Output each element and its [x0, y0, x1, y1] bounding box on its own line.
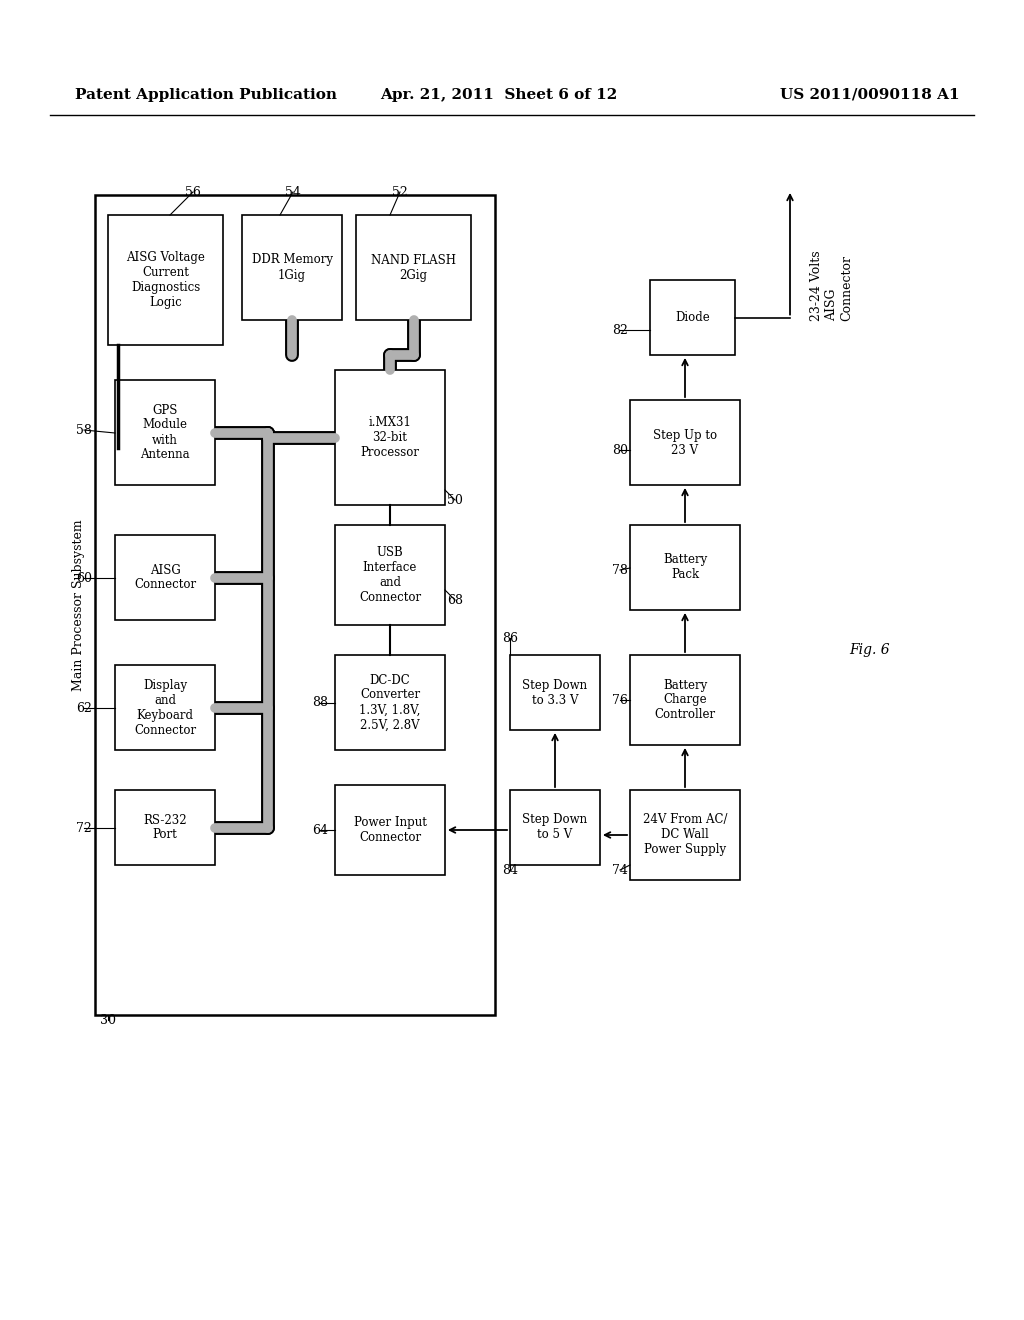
Text: 84: 84: [502, 863, 518, 876]
Text: GPS
Module
with
Antenna: GPS Module with Antenna: [140, 404, 189, 462]
Text: 86: 86: [502, 631, 518, 644]
Bar: [115, 665, 215, 750]
Bar: [115, 380, 215, 484]
Text: 56: 56: [185, 186, 201, 198]
Text: Step Down
to 3.3 V: Step Down to 3.3 V: [522, 678, 588, 706]
Text: Display
and
Keyboard
Connector: Display and Keyboard Connector: [134, 678, 196, 737]
Text: 64: 64: [312, 824, 328, 837]
Bar: [335, 525, 445, 624]
Text: i.MX31
32-bit
Processor: i.MX31 32-bit Processor: [360, 416, 420, 459]
Bar: [650, 280, 735, 355]
Text: 54: 54: [285, 186, 301, 198]
Text: Battery
Pack: Battery Pack: [663, 553, 708, 582]
Text: 62: 62: [76, 701, 92, 714]
Text: 72: 72: [76, 821, 92, 834]
Bar: [630, 655, 740, 744]
Bar: [630, 400, 740, 484]
Text: 58: 58: [76, 424, 92, 437]
Text: Patent Application Publication: Patent Application Publication: [75, 88, 337, 102]
Bar: [630, 789, 740, 880]
Text: RS-232
Port: RS-232 Port: [143, 813, 186, 842]
Bar: [242, 215, 342, 319]
Bar: [510, 655, 600, 730]
Bar: [335, 785, 445, 875]
Text: DDR Memory
1Gig: DDR Memory 1Gig: [252, 253, 333, 281]
Text: Step Up to
23 V: Step Up to 23 V: [653, 429, 717, 457]
Bar: [356, 215, 471, 319]
Text: DC-DC
Converter
1.3V, 1.8V,
2.5V, 2.8V: DC-DC Converter 1.3V, 1.8V, 2.5V, 2.8V: [359, 673, 421, 731]
Text: 78: 78: [612, 564, 628, 577]
Text: 74: 74: [612, 863, 628, 876]
Text: 60: 60: [76, 572, 92, 585]
Text: 30: 30: [100, 1014, 116, 1027]
Text: USB
Interface
and
Connector: USB Interface and Connector: [359, 546, 421, 605]
Bar: [335, 655, 445, 750]
Text: Apr. 21, 2011  Sheet 6 of 12: Apr. 21, 2011 Sheet 6 of 12: [380, 88, 617, 102]
Bar: [115, 789, 215, 865]
Bar: [115, 535, 215, 620]
Bar: [510, 789, 600, 865]
Text: 23-24 Volts
AISG
Connector: 23-24 Volts AISG Connector: [810, 249, 853, 321]
Text: 88: 88: [312, 697, 328, 710]
Text: AISG Voltage
Current
Diagnostics
Logic: AISG Voltage Current Diagnostics Logic: [126, 251, 205, 309]
Bar: [630, 525, 740, 610]
Text: Battery
Charge
Controller: Battery Charge Controller: [654, 678, 716, 722]
Text: Power Input
Connector: Power Input Connector: [353, 816, 426, 843]
Text: US 2011/0090118 A1: US 2011/0090118 A1: [780, 88, 959, 102]
Text: AISG
Connector: AISG Connector: [134, 564, 196, 591]
Text: 52: 52: [392, 186, 408, 198]
Text: 24V From AC/
DC Wall
Power Supply: 24V From AC/ DC Wall Power Supply: [643, 813, 727, 857]
Text: 80: 80: [612, 444, 628, 457]
Text: Diode: Diode: [675, 312, 710, 323]
Text: Step Down
to 5 V: Step Down to 5 V: [522, 813, 588, 842]
Text: 76: 76: [612, 693, 628, 706]
Text: NAND FLASH
2Gig: NAND FLASH 2Gig: [371, 253, 456, 281]
Text: 50: 50: [447, 494, 463, 507]
Text: Main Processor Subsystem: Main Processor Subsystem: [72, 519, 85, 690]
Bar: [95, 195, 495, 1015]
Bar: [108, 215, 223, 345]
Text: Fig. 6: Fig. 6: [850, 643, 890, 657]
Text: 82: 82: [612, 323, 628, 337]
Text: 68: 68: [447, 594, 463, 606]
Bar: [335, 370, 445, 506]
